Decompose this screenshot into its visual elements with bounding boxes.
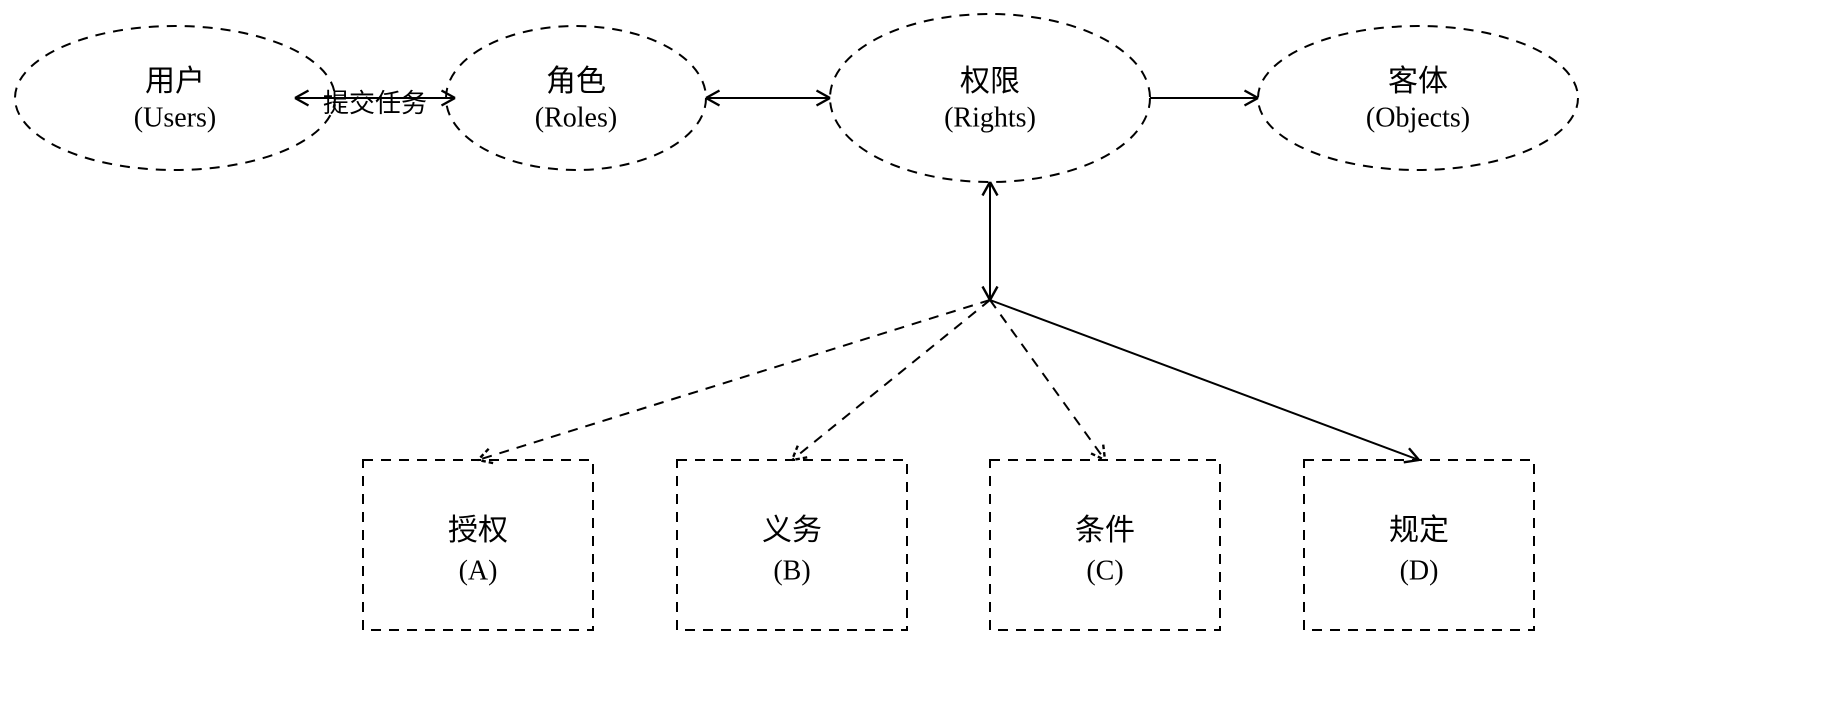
box-a: 授权 (A)	[363, 460, 593, 630]
objects-label-cn: 客体	[1388, 65, 1448, 98]
users-label-cn: 用户	[145, 65, 205, 98]
box-d: 规定 (D)	[1304, 460, 1534, 630]
objects-node: 客体 (Objects)	[1258, 26, 1578, 170]
box-a-label-en: (A)	[459, 555, 498, 586]
box-d-label-en: (D)	[1400, 555, 1439, 586]
box-c: 条件 (C)	[990, 460, 1220, 630]
fanout-edge-3	[990, 300, 1419, 460]
fanout-edge-1	[792, 300, 990, 460]
rbac-diagram: 用户 (Users) 角色 (Roles) 权限 (Rights) 客体 (Objects) 授…	[0, 0, 1823, 701]
roles-label-en: (Roles)	[535, 102, 617, 133]
users-node: 用户 (Users)	[15, 26, 335, 170]
rights-label-cn: 权限	[960, 65, 1020, 98]
box-b-label-en: (B)	[773, 555, 810, 586]
objects-label-en: (Objects)	[1366, 102, 1470, 133]
users_roles-label: 提交任务	[323, 89, 427, 118]
users-label-en: (Users)	[134, 102, 216, 133]
rights-label-en: (Rights)	[944, 102, 1036, 133]
box-a-label-cn: 授权	[448, 514, 508, 547]
rights-node: 权限 (Rights)	[830, 14, 1150, 182]
box-d-label-cn: 规定	[1389, 514, 1449, 547]
fanout-edge-2	[990, 300, 1105, 460]
box-b-label-cn: 义务	[762, 514, 822, 547]
box-b: 义务 (B)	[677, 460, 907, 630]
box-c-label-cn: 条件	[1075, 514, 1135, 547]
fanout-edge-0	[478, 300, 990, 460]
roles-label-cn: 角色	[546, 65, 606, 98]
box-c-label-en: (C)	[1086, 555, 1123, 586]
roles-node: 角色 (Roles)	[446, 26, 706, 170]
